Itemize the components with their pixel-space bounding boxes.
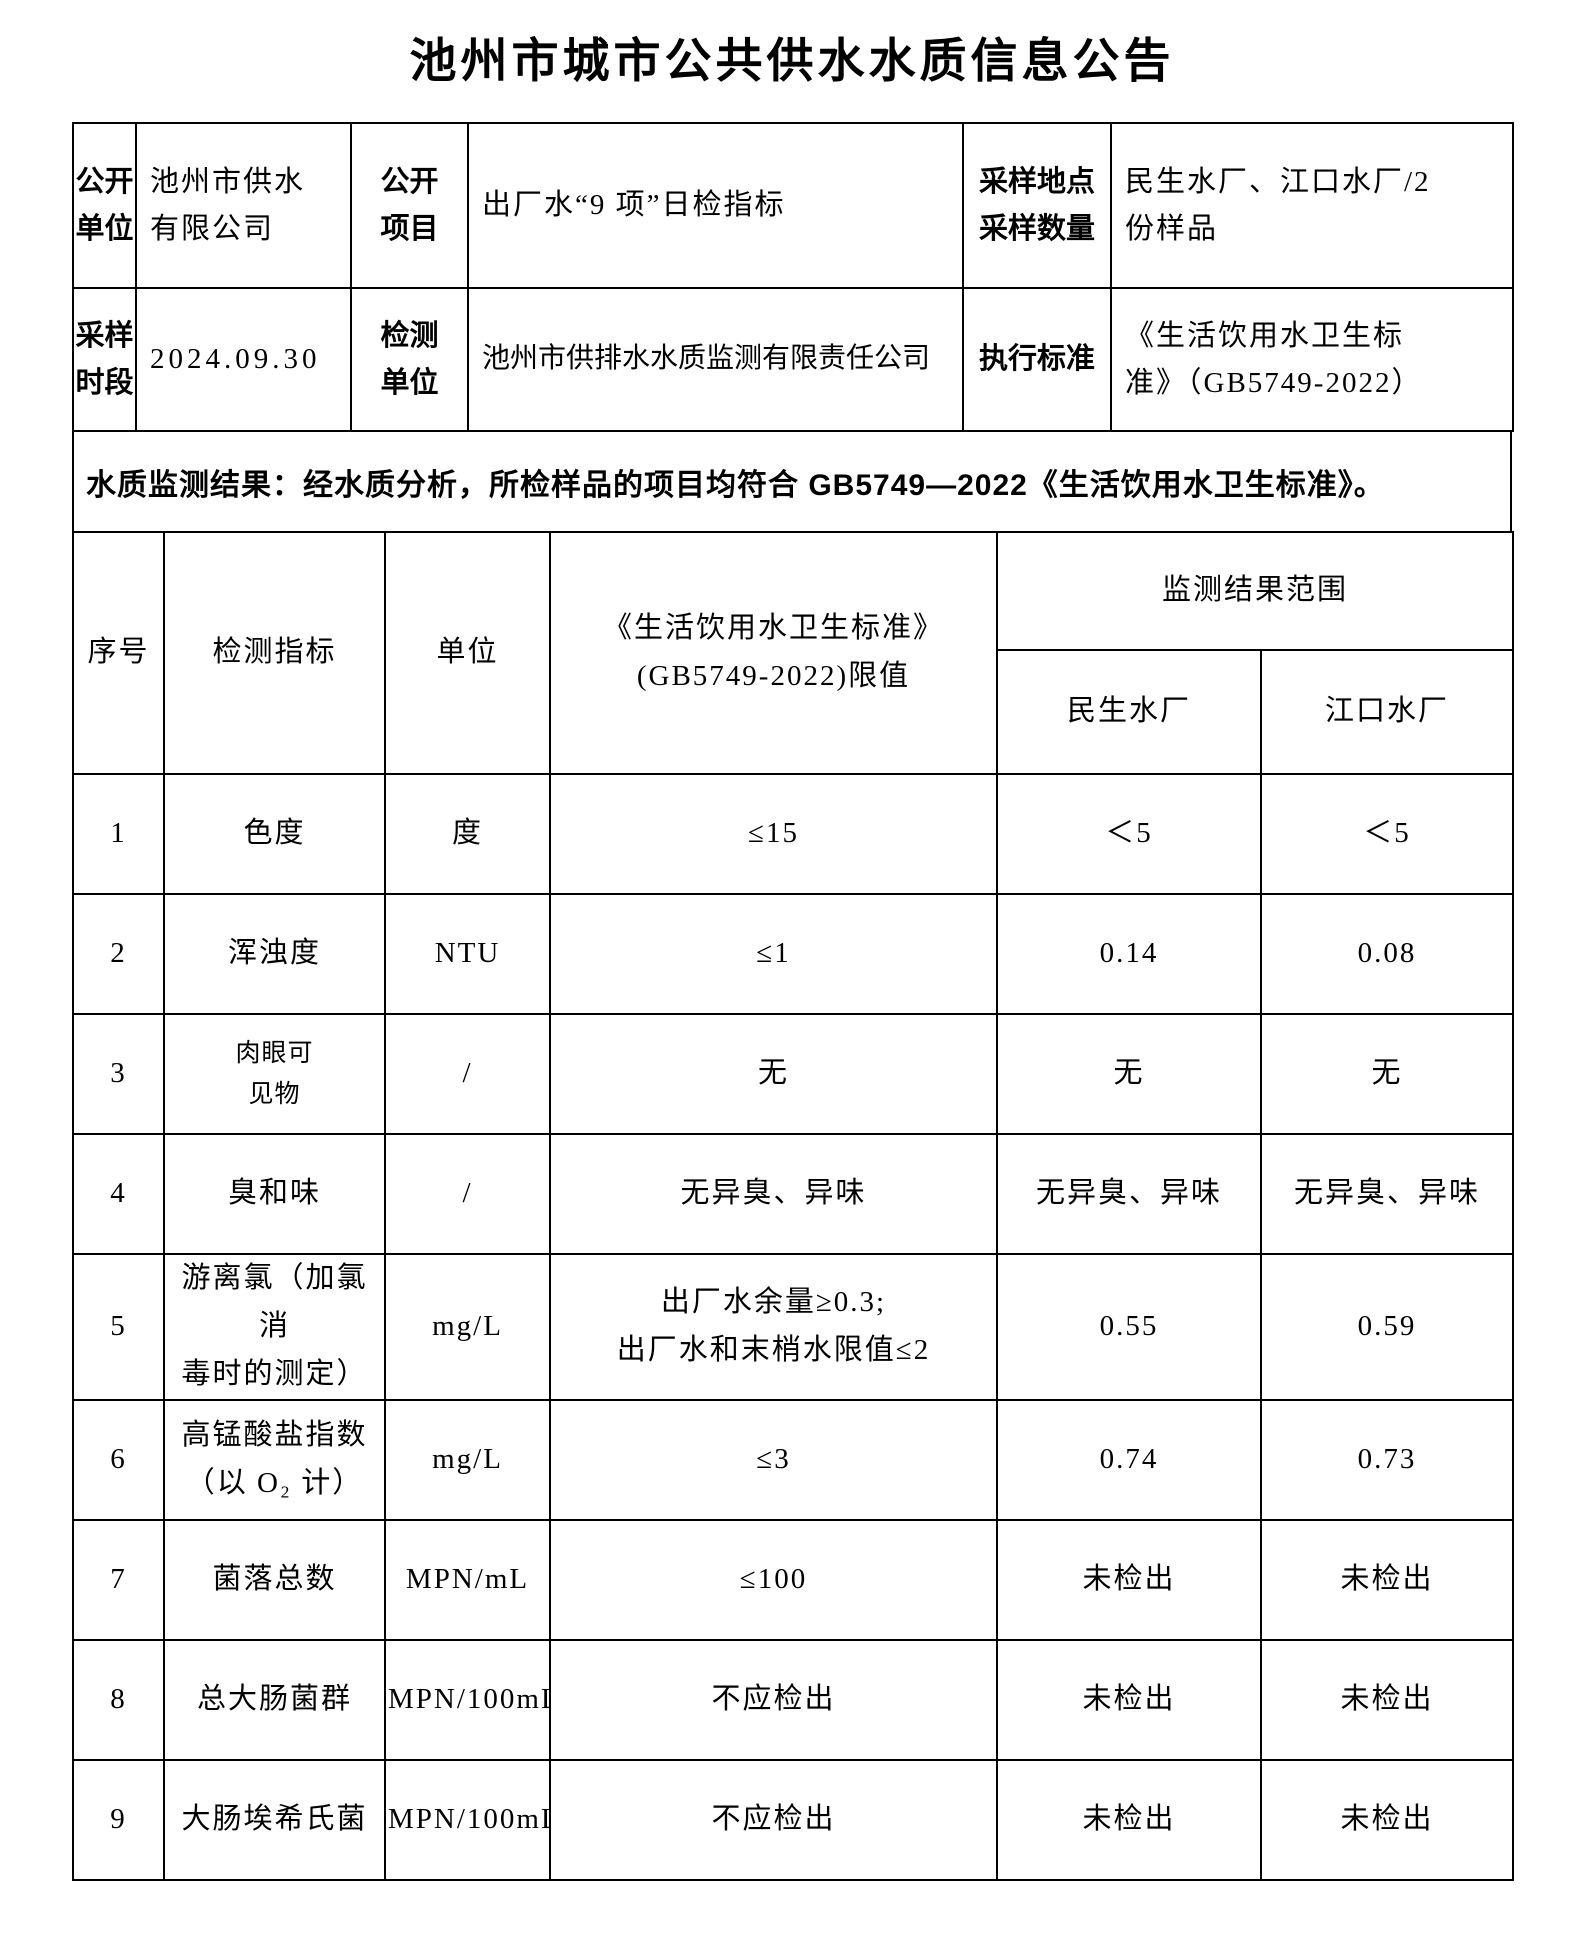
results-header-row-2: 民生水厂 江口水厂: [73, 649, 1515, 775]
value-testing-unit: 池州市供排水水质监测有限责任公司: [467, 287, 964, 432]
cell-plant1: 无异臭、异味: [996, 1133, 1262, 1255]
cell-plant2: 无异臭、异味: [1259, 1133, 1515, 1255]
info-row-1: 公开 单位 池州市供水 有限公司 公开 项目 出厂水“9 项”日检指标 采样地点…: [72, 122, 1514, 289]
cell-seq: 7: [72, 1518, 165, 1641]
summary-table: 水质监测结果：经水质分析，所检样品的项目均符合 GB5749—2022《生活饮用…: [72, 430, 1512, 533]
cell-limit: ≤100: [549, 1518, 998, 1641]
cell-seq: 2: [72, 893, 165, 1015]
header-result-range: 监测结果范围: [995, 531, 1515, 651]
cell-seq: 3: [72, 1013, 165, 1135]
cell-limit: ≤1: [549, 893, 998, 1015]
cell-limit: 不应检出: [549, 1758, 998, 1881]
cell-seq: 4: [72, 1133, 165, 1255]
cell-limit: 不应检出: [549, 1638, 998, 1761]
cell-plant1: 0.14: [996, 893, 1262, 1015]
cell-plant2: 无: [1259, 1013, 1515, 1135]
cell-indicator: 菌落总数: [163, 1518, 386, 1641]
header-unit: 单位: [384, 531, 551, 775]
cell-plant2: 未检出: [1259, 1638, 1515, 1761]
label-testing-unit: 检测 单位: [350, 287, 469, 432]
header-seq: 序号: [72, 531, 165, 775]
info-table: 公开 单位 池州市供水 有限公司 公开 项目 出厂水“9 项”日检指标 采样地点…: [72, 122, 1514, 432]
cell-plant2: 0.59: [1259, 1253, 1515, 1401]
summary-text: 水质监测结果：经水质分析，所检样品的项目均符合 GB5749—2022《生活饮用…: [72, 430, 1512, 533]
table-row: 4 臭和味 / 无异臭、异味 无异臭、异味 无异臭、异味: [72, 1133, 1515, 1255]
label-sampling-period: 采样 时段: [72, 287, 137, 432]
header-limit: 《生活饮用水卫生标准》 (GB5749-2022)限值: [549, 531, 998, 775]
value-executive-standard: 《生活饮用水卫生标 准》（GB5749-2022）: [1110, 287, 1514, 432]
cell-unit: /: [384, 1013, 551, 1135]
cell-indicator: 大肠埃希氏菌: [163, 1758, 386, 1881]
cell-seq: 1: [72, 773, 165, 895]
cell-plant1: 未检出: [996, 1638, 1262, 1761]
cell-unit: MPN/mL: [384, 1518, 551, 1641]
table-row: 3 肉眼可 见物 / 无 无 无: [72, 1013, 1515, 1135]
value-sampling-location: 民生水厂、江口水厂/2 份样品: [1110, 122, 1514, 289]
cell-plant1: 0.55: [996, 1253, 1262, 1401]
table-row: 8 总大肠菌群 MPN/100mL 不应检出 未检出 未检出: [72, 1638, 1515, 1761]
cell-indicator: 游离氯（加氯消 毒时的测定）: [163, 1253, 386, 1401]
info-row-2: 采样 时段 2024.09.30 检测 单位 池州市供排水水质监测有限责任公司 …: [72, 287, 1514, 432]
document-page: 池州市城市公共供水水质信息公告 公开 单位 池州市供水 有限公司 公开 项目 出…: [72, 30, 1515, 1881]
cell-unit: MPN/100mL: [384, 1758, 551, 1881]
value-public-item: 出厂水“9 项”日检指标: [467, 122, 964, 289]
header-plant-minsheng: 民生水厂: [996, 649, 1262, 775]
cell-seq: 9: [72, 1758, 165, 1881]
cell-plant1: 未检出: [996, 1518, 1262, 1641]
page-title: 池州市城市公共供水水质信息公告: [409, 34, 1175, 87]
cell-indicator: 臭和味: [163, 1133, 386, 1255]
table-row: 7 菌落总数 MPN/mL ≤100 未检出 未检出: [72, 1518, 1515, 1641]
cell-plant1: ＜5: [996, 773, 1262, 895]
cell-unit: 度: [384, 773, 551, 895]
value-public-unit: 池州市供水 有限公司: [135, 122, 352, 289]
cell-seq: 5: [72, 1253, 165, 1401]
cell-limit: 出厂水余量≥0.3; 出厂水和末梢水限值≤2: [549, 1253, 998, 1401]
cell-seq: 6: [72, 1398, 165, 1521]
label-public-item: 公开 项目: [350, 122, 469, 289]
table-row: 1 色度 度 ≤15 ＜5 ＜5: [72, 773, 1515, 895]
cell-indicator: 总大肠菌群: [163, 1638, 386, 1761]
value-sampling-period: 2024.09.30: [135, 287, 352, 432]
cell-unit: MPN/100mL: [384, 1638, 551, 1761]
cell-unit: /: [384, 1133, 551, 1255]
results-table: 序号 检测指标 单位 《生活饮用水卫生标准》 (GB5749-2022)限值 监…: [72, 531, 1515, 1881]
cell-plant2: 未检出: [1259, 1518, 1515, 1641]
cell-unit: mg/L: [384, 1253, 551, 1401]
header-indicator: 检测指标: [163, 531, 386, 775]
cell-seq: 8: [72, 1638, 165, 1761]
table-row: 6 高锰酸盐指数 （以 O₂ 计） mg/L ≤3 0.74 0.73: [72, 1398, 1515, 1521]
cell-limit: ≤3: [549, 1398, 998, 1521]
cell-plant2: 0.08: [1259, 893, 1515, 1015]
cell-plant2: ＜5: [1259, 773, 1515, 895]
cell-unit: mg/L: [384, 1398, 551, 1521]
table-row: 5 游离氯（加氯消 毒时的测定） mg/L 出厂水余量≥0.3; 出厂水和末梢水…: [72, 1253, 1515, 1401]
table-row: 9 大肠埃希氏菌 MPN/100mL 不应检出 未检出 未检出: [72, 1758, 1515, 1881]
cell-plant1: 未检出: [996, 1758, 1262, 1881]
cell-indicator: 肉眼可 见物: [163, 1013, 386, 1135]
cell-limit: 无: [549, 1013, 998, 1135]
cell-plant2: 未检出: [1259, 1758, 1515, 1881]
summary-row: 水质监测结果：经水质分析，所检样品的项目均符合 GB5749—2022《生活饮用…: [72, 430, 1512, 533]
cell-limit: 无异臭、异味: [549, 1133, 998, 1255]
header-plant-jiangkou: 江口水厂: [1259, 649, 1515, 775]
label-sampling-location: 采样地点 采样数量: [962, 122, 1112, 289]
cell-plant2: 0.73: [1259, 1398, 1515, 1521]
cell-plant1: 0.74: [996, 1398, 1262, 1521]
cell-limit: ≤15: [549, 773, 998, 895]
label-public-unit: 公开 单位: [72, 122, 137, 289]
results-header-row-1: 序号 检测指标 单位 《生活饮用水卫生标准》 (GB5749-2022)限值 监…: [72, 531, 1515, 775]
cell-unit: NTU: [384, 893, 551, 1015]
label-executive-standard: 执行标准: [962, 287, 1112, 432]
cell-indicator: 色度: [163, 773, 386, 895]
cell-indicator: 浑浊度: [163, 893, 386, 1015]
cell-indicator: 高锰酸盐指数 （以 O₂ 计）: [163, 1398, 386, 1521]
table-row: 2 浑浊度 NTU ≤1 0.14 0.08: [72, 893, 1515, 1015]
cell-plant1: 无: [996, 1013, 1262, 1135]
